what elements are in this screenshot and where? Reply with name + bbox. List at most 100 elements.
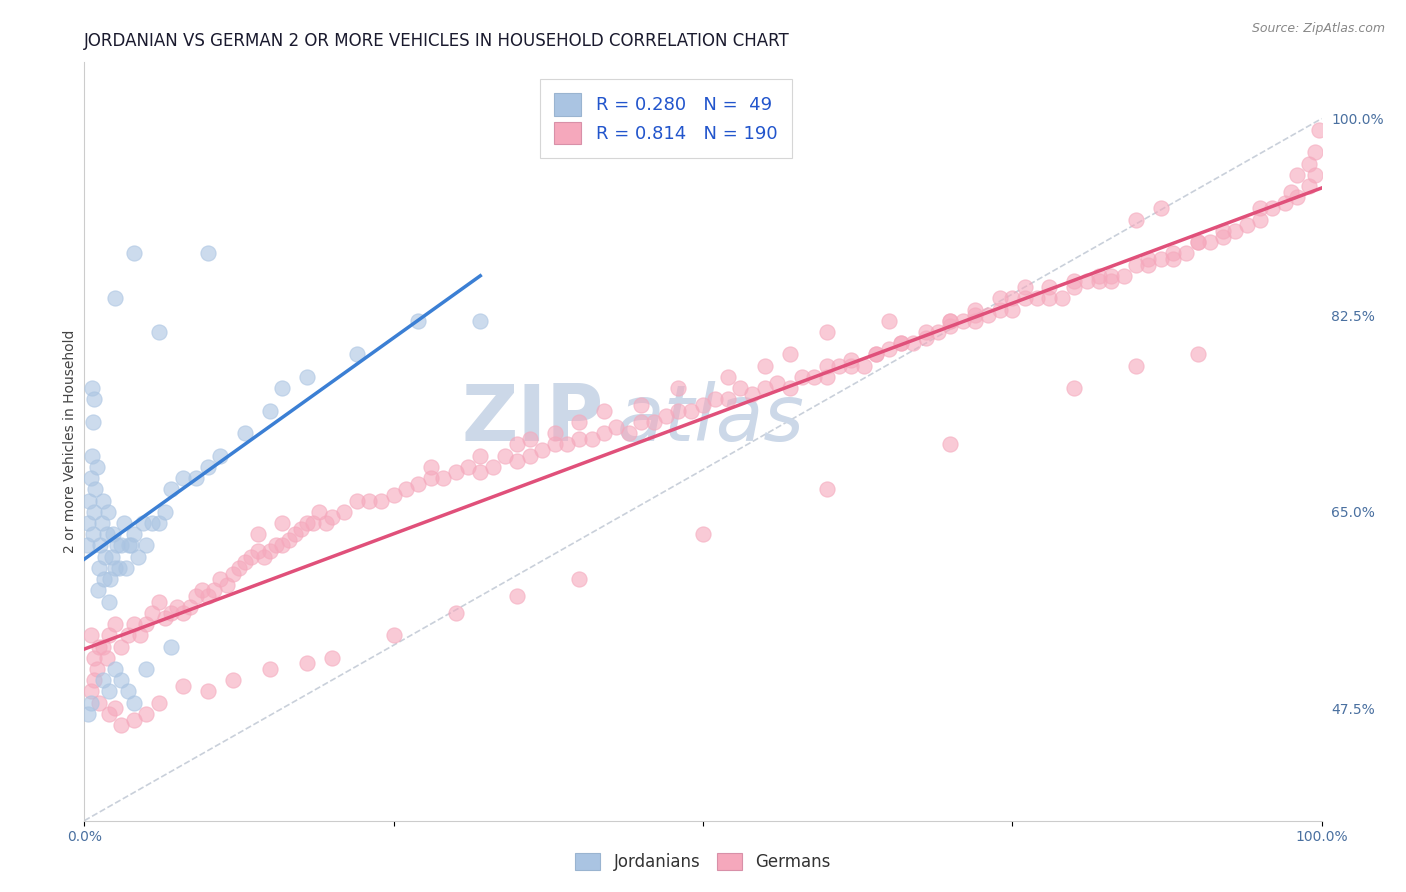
Point: [1187, 235, 1209, 249]
Point: [135, 662, 157, 676]
Point: [253, 549, 276, 564]
Text: atlas: atlas: [616, 381, 804, 457]
Point: [271, 538, 294, 552]
Point: [1274, 195, 1296, 210]
Point: [1308, 123, 1330, 137]
Point: [952, 314, 974, 328]
Point: [1212, 224, 1234, 238]
Point: [89, 640, 111, 654]
Point: [79, 471, 101, 485]
Point: [630, 398, 652, 412]
Point: [153, 611, 176, 625]
Point: [122, 713, 145, 727]
Point: [83, 673, 105, 688]
Point: [79, 493, 101, 508]
Point: [1150, 252, 1173, 266]
Point: [988, 291, 1011, 305]
Point: [655, 409, 678, 424]
Point: [939, 314, 962, 328]
Point: [692, 527, 714, 541]
Point: [779, 347, 801, 361]
Point: [209, 449, 232, 463]
Point: [98, 628, 121, 642]
Point: [333, 505, 356, 519]
Point: [202, 583, 225, 598]
Point: [172, 606, 194, 620]
Point: [86, 662, 108, 676]
Point: [803, 370, 825, 384]
Point: [865, 347, 887, 361]
Point: [506, 454, 529, 468]
Point: [108, 561, 131, 575]
Point: [965, 302, 987, 317]
Point: [568, 572, 591, 586]
Point: [98, 706, 121, 721]
Point: [233, 555, 256, 569]
Point: [83, 392, 105, 407]
Point: [346, 493, 368, 508]
Point: [191, 583, 214, 598]
Y-axis label: 2 or more Vehicles in Household: 2 or more Vehicles in Household: [63, 330, 77, 553]
Point: [1279, 185, 1302, 199]
Point: [264, 538, 287, 552]
Point: [79, 696, 101, 710]
Point: [1026, 291, 1049, 305]
Point: [295, 657, 318, 671]
Point: [277, 533, 299, 547]
Point: [1161, 246, 1184, 260]
Point: [197, 459, 219, 474]
Point: [815, 325, 838, 339]
Point: [179, 600, 201, 615]
Point: [96, 527, 118, 541]
Point: [118, 538, 141, 552]
Point: [419, 459, 441, 474]
Point: [1099, 275, 1122, 289]
Point: [104, 561, 127, 575]
Point: [240, 549, 263, 564]
Point: [215, 578, 238, 592]
Point: [259, 662, 281, 676]
Point: [127, 549, 149, 564]
Point: [1112, 268, 1135, 283]
Point: [135, 706, 157, 721]
Point: [86, 459, 108, 474]
Point: [1236, 219, 1258, 233]
Point: [259, 403, 281, 417]
Point: [766, 376, 789, 390]
Point: [290, 522, 312, 536]
Point: [939, 319, 962, 334]
Point: [122, 246, 145, 260]
Point: [321, 650, 343, 665]
Point: [90, 516, 112, 530]
Point: [110, 718, 132, 732]
Point: [98, 594, 121, 608]
Point: [1038, 280, 1060, 294]
Point: [112, 516, 135, 530]
Point: [93, 572, 115, 586]
Point: [1076, 275, 1098, 289]
Point: [1001, 302, 1024, 317]
Point: [1125, 359, 1147, 373]
Point: [754, 381, 776, 395]
Point: [104, 617, 127, 632]
Point: [815, 370, 838, 384]
Point: [110, 673, 132, 688]
Point: [457, 459, 479, 474]
Point: [481, 459, 503, 474]
Point: [470, 466, 492, 480]
Point: [903, 336, 925, 351]
Point: [295, 370, 318, 384]
Point: [87, 583, 110, 598]
Point: [184, 589, 207, 603]
Point: [135, 617, 157, 632]
Point: [315, 516, 337, 530]
Point: [666, 381, 689, 395]
Point: [841, 353, 863, 368]
Point: [172, 679, 194, 693]
Point: [543, 437, 565, 451]
Point: [914, 325, 936, 339]
Text: ZIP: ZIP: [461, 381, 605, 457]
Point: [172, 471, 194, 485]
Point: [877, 314, 900, 328]
Point: [122, 527, 145, 541]
